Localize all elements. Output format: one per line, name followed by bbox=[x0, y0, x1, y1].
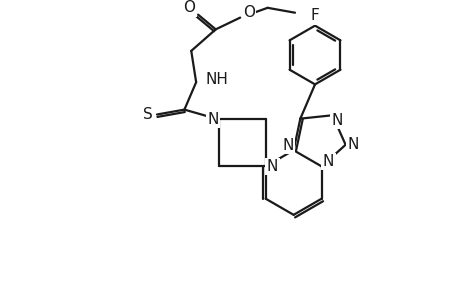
Text: N: N bbox=[331, 113, 342, 128]
Text: F: F bbox=[310, 8, 319, 23]
Text: N: N bbox=[347, 137, 358, 152]
Text: N: N bbox=[322, 154, 333, 169]
Text: O: O bbox=[242, 5, 254, 20]
Text: O: O bbox=[183, 0, 195, 15]
Text: N: N bbox=[266, 159, 278, 174]
Text: N: N bbox=[207, 112, 218, 127]
Text: S: S bbox=[143, 107, 153, 122]
Text: N: N bbox=[281, 138, 293, 153]
Text: NH: NH bbox=[206, 72, 228, 87]
